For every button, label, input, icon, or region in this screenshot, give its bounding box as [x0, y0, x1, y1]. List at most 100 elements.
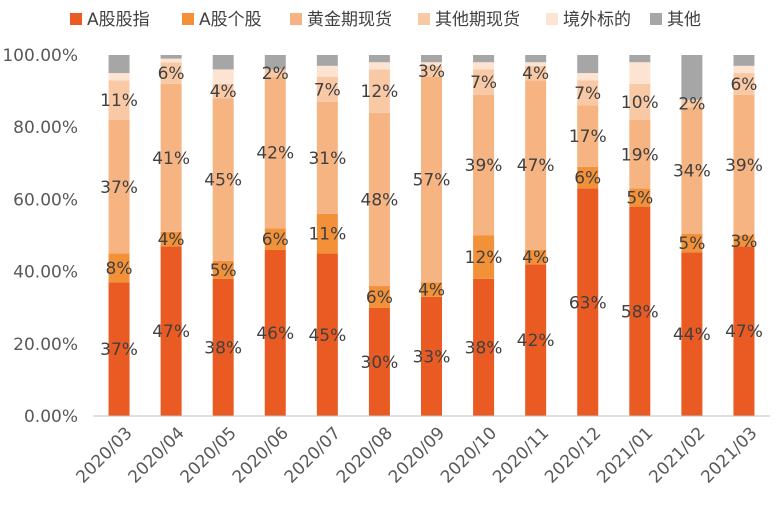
- bar-segment: [212, 69, 234, 84]
- bar-segment: [473, 62, 495, 70]
- legend-swatch-4: [546, 13, 558, 25]
- data-label: 31%: [308, 149, 346, 169]
- legend-swatch-2: [290, 13, 302, 25]
- legend-swatch-0: [70, 13, 82, 25]
- legend-label-0: A股股指: [87, 10, 150, 30]
- x-axis: 2020/032020/042020/052020/062020/072020/…: [72, 415, 770, 487]
- bar-segment: [577, 80, 599, 106]
- data-label: 5%: [626, 189, 653, 209]
- data-label: 7%: [574, 84, 601, 104]
- bar-segment: [629, 188, 651, 207]
- bar-segment: [160, 246, 182, 416]
- bar-segment: [368, 69, 390, 113]
- x-tick-label: 2020/05: [177, 423, 241, 487]
- bar-segment: [160, 58, 182, 63]
- y-axis: 0.00% 20.00% 40.00% 60.00% 80.00% 100.00%: [2, 46, 78, 427]
- data-label: 45%: [308, 326, 346, 346]
- bar-segment: [473, 69, 495, 95]
- bar-segment: [577, 73, 599, 81]
- bar-segment: [473, 235, 495, 279]
- bar-segment: [681, 233, 703, 253]
- bar-segment: [108, 55, 130, 74]
- data-label: 12%: [361, 82, 399, 102]
- x-tick-label: 2020/06: [229, 423, 293, 487]
- data-label: 44%: [673, 325, 711, 345]
- bar-segment: [525, 80, 547, 250]
- bar-segment: [577, 55, 599, 74]
- data-label: 3%: [730, 232, 757, 252]
- data-label: 17%: [569, 127, 607, 147]
- bar-segment: [473, 278, 495, 416]
- data-label: 7%: [314, 80, 341, 100]
- bar-segment: [264, 249, 286, 416]
- data-label: 37%: [100, 178, 138, 198]
- bar-segment: [681, 55, 703, 100]
- legend-label-4: 境外标的: [563, 10, 631, 30]
- x-tick-label: 2020/11: [489, 423, 553, 487]
- bar-segment: [108, 119, 130, 254]
- data-label: 30%: [361, 353, 399, 373]
- bar-segment: [368, 112, 390, 287]
- x-tick-label: 2020/08: [333, 423, 397, 487]
- data-label: 39%: [465, 156, 503, 176]
- data-label: 48%: [361, 190, 399, 210]
- bar-segment: [421, 65, 442, 77]
- bar-segment: [421, 62, 442, 66]
- data-label: 5%: [678, 234, 705, 254]
- bar-segment: [368, 286, 390, 308]
- bar-segment: [316, 101, 338, 214]
- data-label: 47%: [725, 322, 763, 342]
- bar-segment: [525, 55, 547, 63]
- data-label: 33%: [413, 347, 451, 367]
- bar-segment: [421, 296, 442, 416]
- data-label: 45%: [204, 171, 242, 191]
- bar-segment: [629, 55, 651, 63]
- bar-segment: [160, 83, 182, 232]
- y-tick-label: 60.00%: [13, 190, 78, 210]
- bar-segment: [316, 253, 338, 416]
- bar-segment: [316, 213, 338, 254]
- data-label: 58%: [621, 302, 659, 322]
- data-label: 6%: [158, 64, 185, 84]
- bar-segment: [108, 73, 130, 81]
- data-label: 38%: [204, 338, 242, 358]
- bar-segment: [108, 282, 130, 416]
- x-tick-label: 2021/03: [697, 423, 761, 487]
- bar-segment: [212, 278, 234, 416]
- bar-segment: [525, 264, 547, 416]
- bar-segment: [733, 65, 755, 74]
- bar-segment: [629, 206, 651, 416]
- bar-segment: [421, 76, 442, 283]
- data-label: 11%: [100, 91, 138, 111]
- data-label: 4%: [418, 281, 445, 301]
- data-label: 34%: [673, 161, 711, 181]
- bar-segment: [577, 188, 599, 416]
- data-label: 3%: [418, 62, 445, 82]
- data-label: 4%: [522, 248, 549, 268]
- bar-segment: [264, 55, 286, 70]
- bar-segment: [681, 99, 703, 108]
- bar-segment: [212, 83, 234, 99]
- data-label: 11%: [308, 225, 346, 245]
- legend: A股股指 A股个股 黄金期现货 其他期现货 境外标的 其他: [70, 10, 701, 30]
- bar-segment: [212, 55, 234, 70]
- bar-segment: [525, 65, 547, 81]
- bar-segment: [316, 55, 338, 66]
- data-label: 19%: [621, 145, 659, 165]
- bar-segment: [160, 231, 182, 247]
- bar-segment: [733, 55, 755, 66]
- bar-segment: [368, 55, 390, 63]
- bar-segment: [577, 166, 599, 189]
- bar-segment: [629, 83, 651, 120]
- bar-segment: [264, 228, 286, 250]
- bar-segment: [421, 282, 442, 297]
- bar-segment: [733, 235, 755, 247]
- bar-segment: [264, 76, 286, 229]
- data-label: 57%: [413, 171, 451, 191]
- bar-segment: [264, 69, 286, 77]
- bar-segment: [577, 105, 599, 167]
- data-label: 2%: [678, 94, 705, 114]
- data-label: 41%: [152, 149, 190, 169]
- data-label: 42%: [517, 331, 555, 351]
- bar-segment: [421, 55, 442, 63]
